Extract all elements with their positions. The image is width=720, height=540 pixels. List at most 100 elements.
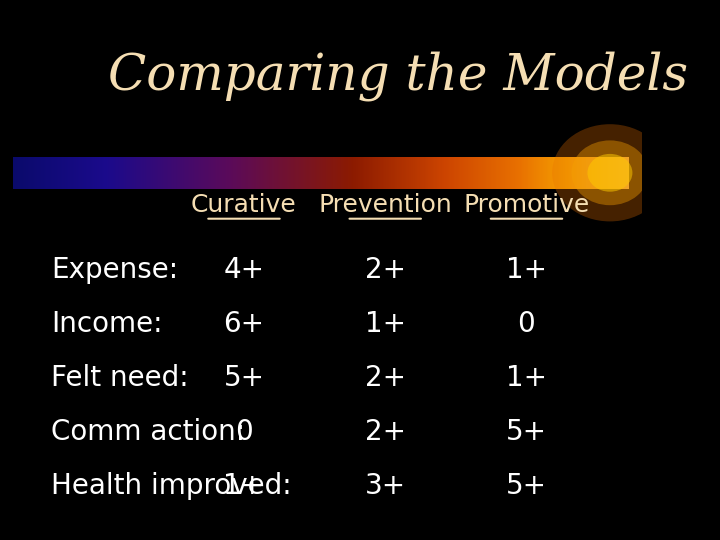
FancyBboxPatch shape — [120, 157, 121, 189]
FancyBboxPatch shape — [181, 157, 183, 189]
FancyBboxPatch shape — [614, 157, 616, 189]
FancyBboxPatch shape — [553, 157, 554, 189]
FancyBboxPatch shape — [467, 157, 468, 189]
FancyBboxPatch shape — [505, 157, 506, 189]
FancyBboxPatch shape — [617, 157, 618, 189]
FancyBboxPatch shape — [131, 157, 132, 189]
FancyBboxPatch shape — [56, 157, 57, 189]
FancyBboxPatch shape — [214, 157, 215, 189]
FancyBboxPatch shape — [600, 157, 601, 189]
FancyBboxPatch shape — [458, 157, 459, 189]
FancyBboxPatch shape — [598, 157, 600, 189]
FancyBboxPatch shape — [524, 157, 526, 189]
FancyBboxPatch shape — [122, 157, 124, 189]
FancyBboxPatch shape — [396, 157, 397, 189]
FancyBboxPatch shape — [162, 157, 163, 189]
FancyBboxPatch shape — [576, 157, 577, 189]
FancyBboxPatch shape — [100, 157, 102, 189]
FancyBboxPatch shape — [581, 157, 582, 189]
FancyBboxPatch shape — [190, 157, 192, 189]
FancyBboxPatch shape — [508, 157, 510, 189]
FancyBboxPatch shape — [533, 157, 534, 189]
FancyBboxPatch shape — [406, 157, 408, 189]
FancyBboxPatch shape — [590, 157, 591, 189]
FancyBboxPatch shape — [506, 157, 507, 189]
FancyBboxPatch shape — [161, 157, 162, 189]
FancyBboxPatch shape — [423, 157, 425, 189]
Text: 1+: 1+ — [365, 310, 406, 338]
FancyBboxPatch shape — [27, 157, 29, 189]
FancyBboxPatch shape — [562, 157, 564, 189]
FancyBboxPatch shape — [453, 157, 454, 189]
FancyBboxPatch shape — [117, 157, 119, 189]
FancyBboxPatch shape — [342, 157, 343, 189]
FancyBboxPatch shape — [179, 157, 181, 189]
FancyBboxPatch shape — [104, 157, 105, 189]
FancyBboxPatch shape — [233, 157, 235, 189]
FancyBboxPatch shape — [39, 157, 40, 189]
FancyBboxPatch shape — [68, 157, 70, 189]
FancyBboxPatch shape — [89, 157, 91, 189]
Text: 1+: 1+ — [506, 256, 547, 284]
FancyBboxPatch shape — [373, 157, 374, 189]
FancyBboxPatch shape — [621, 157, 622, 189]
FancyBboxPatch shape — [141, 157, 143, 189]
FancyBboxPatch shape — [292, 157, 294, 189]
FancyBboxPatch shape — [426, 157, 427, 189]
FancyBboxPatch shape — [134, 157, 135, 189]
FancyBboxPatch shape — [596, 157, 597, 189]
Text: Comparing the Models: Comparing the Models — [108, 51, 688, 100]
FancyBboxPatch shape — [338, 157, 340, 189]
FancyBboxPatch shape — [284, 157, 285, 189]
FancyBboxPatch shape — [166, 157, 167, 189]
FancyBboxPatch shape — [163, 157, 164, 189]
FancyBboxPatch shape — [195, 157, 197, 189]
FancyBboxPatch shape — [395, 157, 396, 189]
FancyBboxPatch shape — [55, 157, 56, 189]
FancyBboxPatch shape — [555, 157, 557, 189]
FancyBboxPatch shape — [266, 157, 267, 189]
FancyBboxPatch shape — [405, 157, 406, 189]
FancyBboxPatch shape — [432, 157, 433, 189]
FancyBboxPatch shape — [375, 157, 377, 189]
FancyBboxPatch shape — [114, 157, 115, 189]
FancyBboxPatch shape — [235, 157, 236, 189]
FancyBboxPatch shape — [323, 157, 325, 189]
FancyBboxPatch shape — [22, 157, 23, 189]
FancyBboxPatch shape — [408, 157, 410, 189]
FancyBboxPatch shape — [25, 157, 27, 189]
FancyBboxPatch shape — [480, 157, 481, 189]
FancyBboxPatch shape — [546, 157, 548, 189]
FancyBboxPatch shape — [368, 157, 369, 189]
FancyBboxPatch shape — [335, 157, 336, 189]
FancyBboxPatch shape — [91, 157, 93, 189]
Text: 4+: 4+ — [223, 256, 264, 284]
FancyBboxPatch shape — [387, 157, 389, 189]
FancyBboxPatch shape — [44, 157, 45, 189]
FancyBboxPatch shape — [425, 157, 426, 189]
FancyBboxPatch shape — [115, 157, 117, 189]
FancyBboxPatch shape — [404, 157, 405, 189]
FancyBboxPatch shape — [224, 157, 225, 189]
FancyBboxPatch shape — [529, 157, 531, 189]
FancyBboxPatch shape — [138, 157, 140, 189]
FancyBboxPatch shape — [256, 157, 257, 189]
FancyBboxPatch shape — [40, 157, 41, 189]
FancyBboxPatch shape — [337, 157, 338, 189]
FancyBboxPatch shape — [606, 157, 607, 189]
FancyBboxPatch shape — [243, 157, 245, 189]
Ellipse shape — [552, 124, 667, 221]
FancyBboxPatch shape — [503, 157, 505, 189]
FancyBboxPatch shape — [57, 157, 58, 189]
FancyBboxPatch shape — [241, 157, 242, 189]
FancyBboxPatch shape — [135, 157, 136, 189]
FancyBboxPatch shape — [434, 157, 436, 189]
FancyBboxPatch shape — [280, 157, 282, 189]
FancyBboxPatch shape — [34, 157, 35, 189]
FancyBboxPatch shape — [379, 157, 380, 189]
FancyBboxPatch shape — [276, 157, 278, 189]
FancyBboxPatch shape — [605, 157, 606, 189]
FancyBboxPatch shape — [521, 157, 522, 189]
FancyBboxPatch shape — [188, 157, 189, 189]
FancyBboxPatch shape — [315, 157, 316, 189]
